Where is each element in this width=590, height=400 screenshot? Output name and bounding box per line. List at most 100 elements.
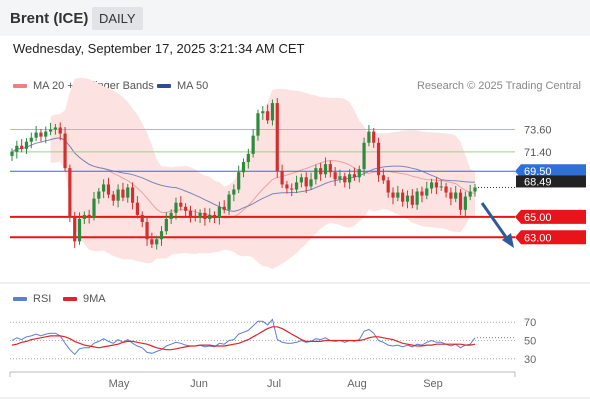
ma50-swatch [157,84,171,88]
candle-body [169,212,173,219]
candle-body [116,189,120,201]
candle-body [164,218,168,232]
candle-body [463,196,467,210]
candle-body [222,206,226,210]
candle-body [20,145,24,149]
x-tick-Sep: Sep [423,378,443,390]
candle-body [415,191,419,205]
rsi-label: RSI [33,293,52,305]
header-bar: Brent (ICE) DAILY [0,0,590,36]
candle-body [174,202,178,213]
forecast-arrow-shaft [480,202,510,241]
candle-body [155,239,159,245]
candle-body [280,171,284,185]
candle-body [106,184,111,195]
candle-body [468,191,472,197]
candle-body [410,195,414,205]
candle-body [348,174,352,183]
level-label-71.40: 71.40 [524,147,552,159]
level-tag-69.50 [515,164,586,179]
level-label-69.50: 69.50 [524,166,552,178]
level-label-65.00: 65.00 [524,212,552,224]
candle-body [299,177,303,183]
bollinger-swatch [13,84,27,88]
candle-body [261,111,265,114]
candle-body [420,191,424,196]
candle-body [121,189,125,198]
legend-rsi: RSI [13,293,51,305]
rsi-tick-50: 50 [524,336,536,348]
level-tag-63.00 [515,230,586,245]
candle-body [362,142,366,170]
candle-body [184,206,188,211]
rsi-ma-label: 9MA [83,293,106,305]
candle-body [145,222,149,240]
candle-body [159,231,164,240]
candle-body [256,113,260,136]
candle-body [63,133,67,169]
candle-body [352,174,357,178]
candle-body [372,131,376,143]
x-tick-Jun: Jun [190,378,208,390]
candle-body [126,187,130,198]
candle-body [314,168,318,180]
candle-body [304,177,308,187]
ma50-label: MA 50 [177,80,209,92]
candle-body [135,202,139,215]
candle-body [77,218,82,242]
candle-body [434,182,439,188]
candle-body [10,151,14,156]
candle-body [198,212,202,218]
candle-body [227,194,231,210]
candle-body [48,129,53,132]
candle-body [405,195,410,202]
bollinger-band [50,77,475,270]
level-tag-65.00 [515,209,586,224]
ma20-line [50,137,476,219]
x-tick-Aug: Aug [347,378,367,390]
rsi-ma-line [11,326,476,351]
legend-ma50: MA 50 [157,80,208,92]
rsi-tick-30: 30 [524,354,536,366]
legend-rsi-ma: 9MA [63,293,106,305]
instrument-title: Brent (ICE) [10,10,89,27]
candle-body [237,172,241,190]
candle-body [232,189,236,195]
candle-body [82,214,86,219]
candle-body [130,187,135,203]
candle-body [367,131,371,143]
candle-body [212,214,217,218]
candle-body [270,103,275,121]
candle-body [386,180,390,193]
candle-body [111,194,115,201]
x-tick-Jul: Jul [267,378,281,390]
candle-body [188,210,193,216]
candle-body [68,168,72,217]
candle-body [323,164,328,175]
rsi-swatch [13,297,27,301]
candle-body [102,184,106,192]
candle-body [429,182,434,189]
candle-body [15,145,19,152]
timeframe-badge[interactable]: DAILY [92,7,143,30]
candle-body [251,135,255,154]
candle-body [319,168,323,175]
candle-body [444,186,448,193]
candle-body [381,175,385,181]
candle-body [266,111,270,121]
candle-body [343,176,347,183]
candle-body [275,103,279,172]
x-tick-May: May [109,378,130,390]
forecast-arrow-head [502,233,514,248]
candle-body [92,198,96,217]
candle-body [58,127,62,134]
candle-body [39,132,43,137]
candle-body [425,188,429,196]
ma50-line [11,137,475,212]
candle-body [338,176,342,180]
candle-body [34,132,38,138]
candle-body [309,179,313,187]
candle-body [458,192,463,210]
candle-body [150,239,154,245]
